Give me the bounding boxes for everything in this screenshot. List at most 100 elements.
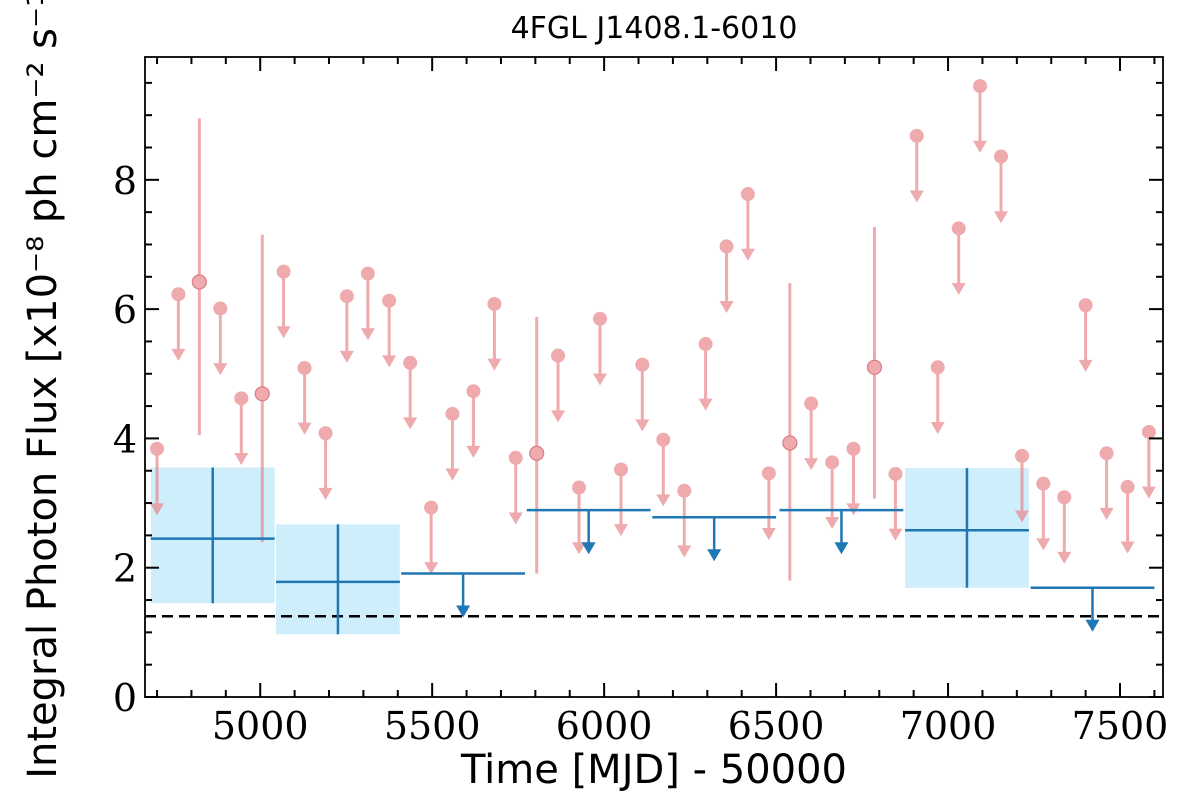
upper-limit-arrow — [804, 458, 819, 471]
long-bin-point — [905, 468, 1029, 588]
short-bin-point — [171, 287, 186, 361]
upper-limit-arrow — [424, 562, 439, 575]
short-bin-point — [761, 466, 776, 540]
short-bin-point — [529, 316, 545, 574]
short-bin-point — [191, 118, 207, 436]
data-point — [593, 311, 608, 326]
data-point — [719, 239, 734, 254]
data-point — [529, 445, 545, 461]
short-bin-point — [339, 289, 354, 363]
data-point — [930, 360, 945, 375]
data-point — [804, 396, 819, 411]
upper-limit-arrow — [445, 468, 460, 481]
short-bin-point — [1078, 298, 1093, 372]
data-point — [318, 426, 333, 441]
long-bin-point — [1030, 586, 1155, 632]
long-bin-point — [779, 508, 904, 555]
short-bin-point — [551, 348, 566, 423]
data-point — [1036, 476, 1051, 491]
data-point — [1057, 490, 1072, 505]
short-bin-point — [846, 441, 861, 516]
data-point — [782, 435, 798, 451]
x-tick-label: 7000 — [900, 704, 997, 748]
short-bin-point — [888, 466, 903, 541]
short-bin-point — [424, 500, 439, 575]
long-bin-points — [150, 467, 1155, 635]
data-point — [951, 221, 966, 236]
short-bin-point — [466, 384, 481, 458]
short-bin-point — [150, 441, 165, 516]
upper-limit-arrow — [825, 516, 840, 529]
plot-frame — [144, 56, 1164, 698]
upper-limit-arrow — [761, 527, 776, 540]
upper-limit-arrow — [234, 452, 249, 465]
upper-limit-arrow — [318, 487, 333, 500]
x-tick-label: 5000 — [212, 704, 309, 748]
short-bin-point — [930, 360, 945, 434]
short-bin-point — [909, 128, 924, 203]
upper-limit-arrow — [1036, 538, 1051, 551]
short-bin-point — [1036, 476, 1051, 551]
short-bin-point — [382, 293, 397, 368]
short-bin-point — [1141, 424, 1156, 499]
data-point — [994, 149, 1009, 164]
short-bin-point — [635, 357, 650, 432]
long-bin-point — [652, 516, 777, 562]
short-bin-point — [1120, 479, 1135, 554]
upper-limit-arrow — [1099, 507, 1114, 520]
upper-limit-arrow — [551, 410, 566, 423]
data-point — [1078, 298, 1093, 313]
data-point — [508, 450, 523, 465]
upper-limit-arrow — [171, 348, 186, 361]
data-point — [866, 359, 883, 375]
upper-limit-arrow — [994, 211, 1009, 224]
y-tick-label: 6 — [113, 288, 137, 332]
short-bin-point — [593, 311, 608, 386]
long-bin-point — [150, 467, 275, 604]
upper-limit-arrow — [1057, 551, 1072, 564]
upper-limit-arrow — [382, 355, 397, 368]
upper-limit-arrow — [150, 503, 165, 516]
data-point — [360, 266, 375, 281]
short-bin-point — [866, 227, 883, 499]
data-point — [909, 128, 924, 143]
upper-limit-arrow — [456, 605, 471, 618]
upper-limit-arrow — [635, 419, 650, 432]
upper-limit-arrow — [572, 542, 587, 555]
upper-limit-arrow — [1078, 359, 1093, 372]
data-point — [761, 466, 776, 481]
data-point — [635, 357, 650, 372]
data-point — [656, 432, 671, 447]
upper-limit-arrow — [1085, 619, 1100, 632]
upper-limit-arrow — [677, 545, 692, 558]
short-bin-point — [1014, 448, 1029, 523]
data-point — [1099, 446, 1114, 461]
data-point — [487, 296, 502, 311]
data-point — [973, 79, 988, 94]
short-bin-point — [297, 360, 312, 435]
short-bin-point — [276, 264, 291, 339]
short-bin-point — [740, 187, 755, 261]
data-point — [1014, 448, 1029, 463]
data-point — [677, 483, 692, 498]
upper-limit-arrow — [1141, 486, 1156, 499]
y-tick-label: 2 — [113, 547, 137, 591]
upper-limit-arrow — [360, 328, 375, 341]
short-bin-point — [719, 239, 734, 314]
data-point — [150, 441, 165, 456]
data-point — [740, 187, 755, 202]
upper-limit-arrow — [593, 373, 608, 386]
data-point — [424, 500, 439, 515]
upper-limit-arrow — [1120, 541, 1135, 554]
data-point — [846, 441, 861, 456]
upper-limit-arrow — [888, 528, 903, 541]
y-tick-label: 4 — [113, 417, 137, 461]
data-point — [254, 386, 270, 402]
short-bin-point — [994, 149, 1009, 224]
data-point — [297, 360, 312, 375]
data-point — [445, 406, 460, 421]
upper-limit-arrow — [403, 417, 418, 430]
short-bin-point — [572, 480, 587, 555]
long-bin-point — [401, 572, 526, 618]
